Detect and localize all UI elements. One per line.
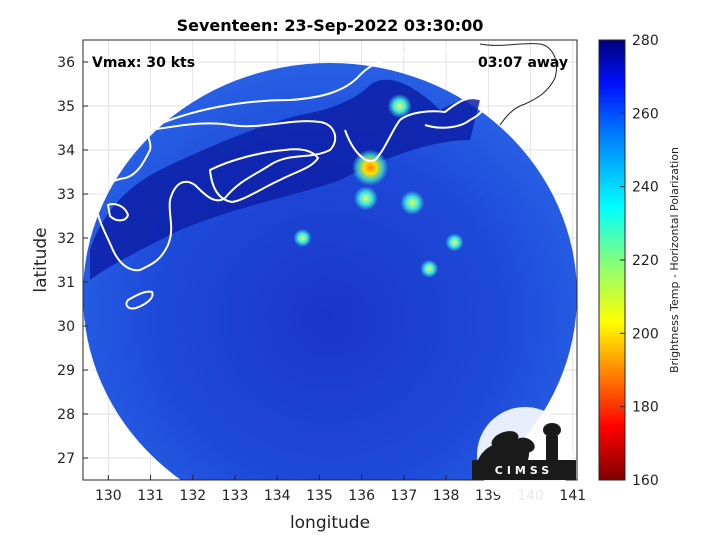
colorbar-ticks: 160 180 200 220 240 260 280 <box>620 33 659 489</box>
colorbar-tick-label: 260 <box>632 106 659 122</box>
cold-spot <box>353 186 378 211</box>
plot-frame <box>82 39 578 481</box>
y-tick-label: 30 <box>57 319 75 335</box>
x-tick-label: 141 <box>559 488 586 504</box>
coastline-korea <box>83 63 98 399</box>
cold-spot <box>387 94 412 118</box>
y-tick-label: 35 <box>57 99 75 115</box>
x-axis-label: longitude <box>290 513 370 533</box>
cold-spot <box>445 233 464 252</box>
cold-spot <box>400 190 425 215</box>
cold-spots <box>293 94 464 278</box>
x-tick-label: 131 <box>137 488 164 504</box>
x-tick-label: 135 <box>306 488 333 504</box>
y-tick-label: 27 <box>57 451 75 467</box>
colorbar-tick-label: 220 <box>632 253 659 269</box>
cold-spot <box>293 229 312 247</box>
y-tick-label: 33 <box>57 187 75 203</box>
coastline-shikoku <box>208 148 320 204</box>
colorbar-tick-label: 280 <box>632 33 659 49</box>
cold-spot <box>352 149 389 186</box>
logo-text: CIMSS <box>495 464 553 477</box>
x-tick-label: 138 <box>433 488 460 504</box>
x-tick-label: 130 <box>95 488 122 504</box>
colorbar-tick-label: 240 <box>632 180 659 196</box>
y-tick-labels: 27 28 29 30 31 32 33 34 35 36 <box>57 55 88 467</box>
y-tick-label: 36 <box>57 55 75 71</box>
colorbar-label: Brightness Temp - Horizontal Polarizatio… <box>668 147 681 373</box>
y-tick-label: 28 <box>57 407 75 423</box>
x-tick-label: 137 <box>391 488 418 504</box>
land-region <box>90 79 480 280</box>
colorbar-tick-label: 180 <box>632 400 659 416</box>
time-away-annotation: 03:07 away <box>478 55 568 71</box>
y-tick-label: 29 <box>57 363 75 379</box>
coastline-islands <box>85 187 154 310</box>
x-tick-label: 132 <box>179 488 206 504</box>
colorbar-tick-label: 200 <box>632 326 659 342</box>
x-tick-label: 133 <box>222 488 249 504</box>
x-tick-label: 136 <box>348 488 375 504</box>
vmax-annotation: Vmax: 30 kts <box>92 55 195 71</box>
y-axis-label: latitude <box>31 227 51 292</box>
cimss-logo: CIMSS <box>472 407 576 503</box>
chart-title: Seventeen: 23-Sep-2022 03:30:00 <box>177 16 484 35</box>
y-tick-label: 31 <box>57 275 75 291</box>
y-tick-label: 32 <box>57 231 75 247</box>
coastline-honshu <box>149 43 486 162</box>
y-tick-label: 34 <box>57 143 75 159</box>
cold-spot <box>420 259 439 278</box>
coastline <box>94 120 337 272</box>
coastline-north-honshu <box>479 43 557 126</box>
colorbar-tick-label: 160 <box>632 473 659 489</box>
x-tick-label: 134 <box>264 488 291 504</box>
